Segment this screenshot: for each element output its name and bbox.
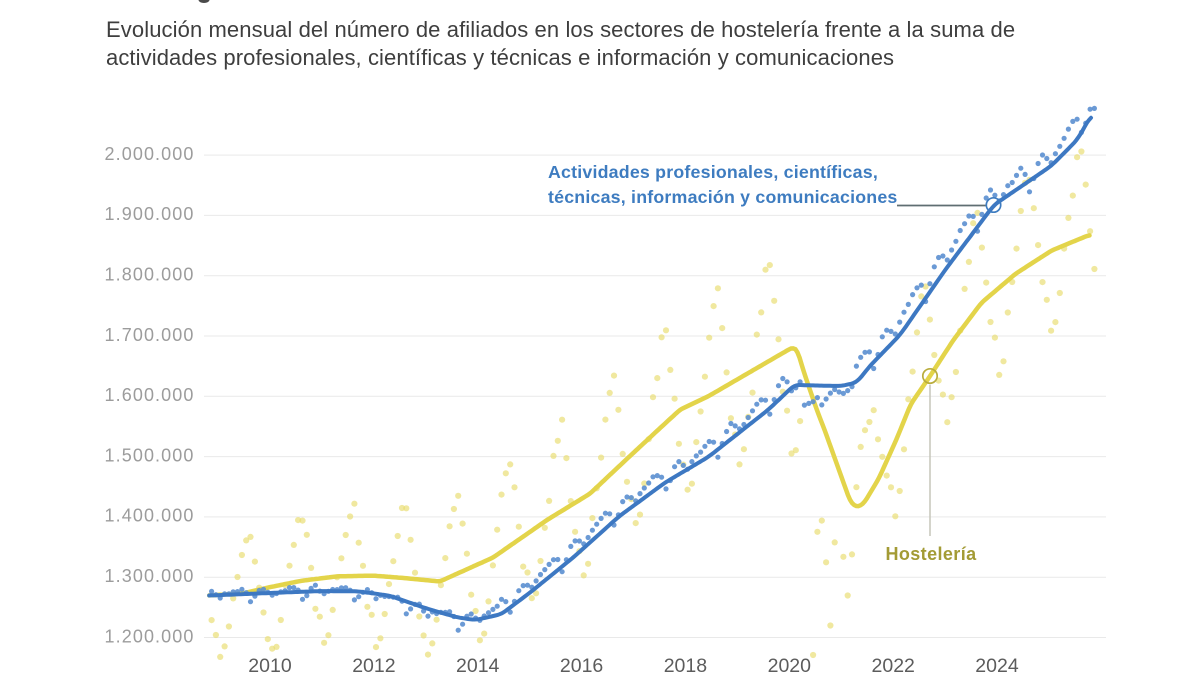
svg-text:2020: 2020 (768, 655, 812, 675)
svg-text:1.700.000: 1.700.000 (105, 325, 195, 345)
svg-text:2.000.000: 2.000.000 (105, 144, 195, 164)
svg-text:actividades profesionales, cie: actividades profesionales, científicas y… (106, 45, 894, 70)
svg-text:1.300.000: 1.300.000 (105, 566, 195, 586)
svg-text:1.400.000: 1.400.000 (105, 506, 195, 526)
svg-text:1.500.000: 1.500.000 (105, 445, 195, 465)
svg-text:2012: 2012 (352, 655, 395, 675)
svg-text:Hostelería: Hostelería (885, 544, 977, 564)
svg-text:2016: 2016 (560, 655, 603, 675)
svg-text:2018: 2018 (664, 655, 707, 675)
svg-text:2022: 2022 (872, 655, 915, 675)
svg-text:1.800.000: 1.800.000 (105, 265, 195, 285)
svg-text:2014: 2014 (456, 655, 500, 675)
svg-text:1.900.000: 1.900.000 (105, 204, 195, 224)
svg-text:1.600.000: 1.600.000 (105, 385, 195, 405)
svg-text:técnicas, información y comuni: técnicas, información y comunicaciones (548, 187, 898, 207)
svg-text:2024: 2024 (975, 655, 1019, 675)
svg-text:Actividades profesionales, cie: Actividades profesionales, científicas, (548, 162, 878, 182)
svg-text:Evolución mensual del número d: Evolución mensual del número de afiliado… (106, 17, 1015, 42)
svg-text:1.200.000: 1.200.000 (105, 626, 195, 646)
svg-text:2010: 2010 (248, 655, 292, 675)
